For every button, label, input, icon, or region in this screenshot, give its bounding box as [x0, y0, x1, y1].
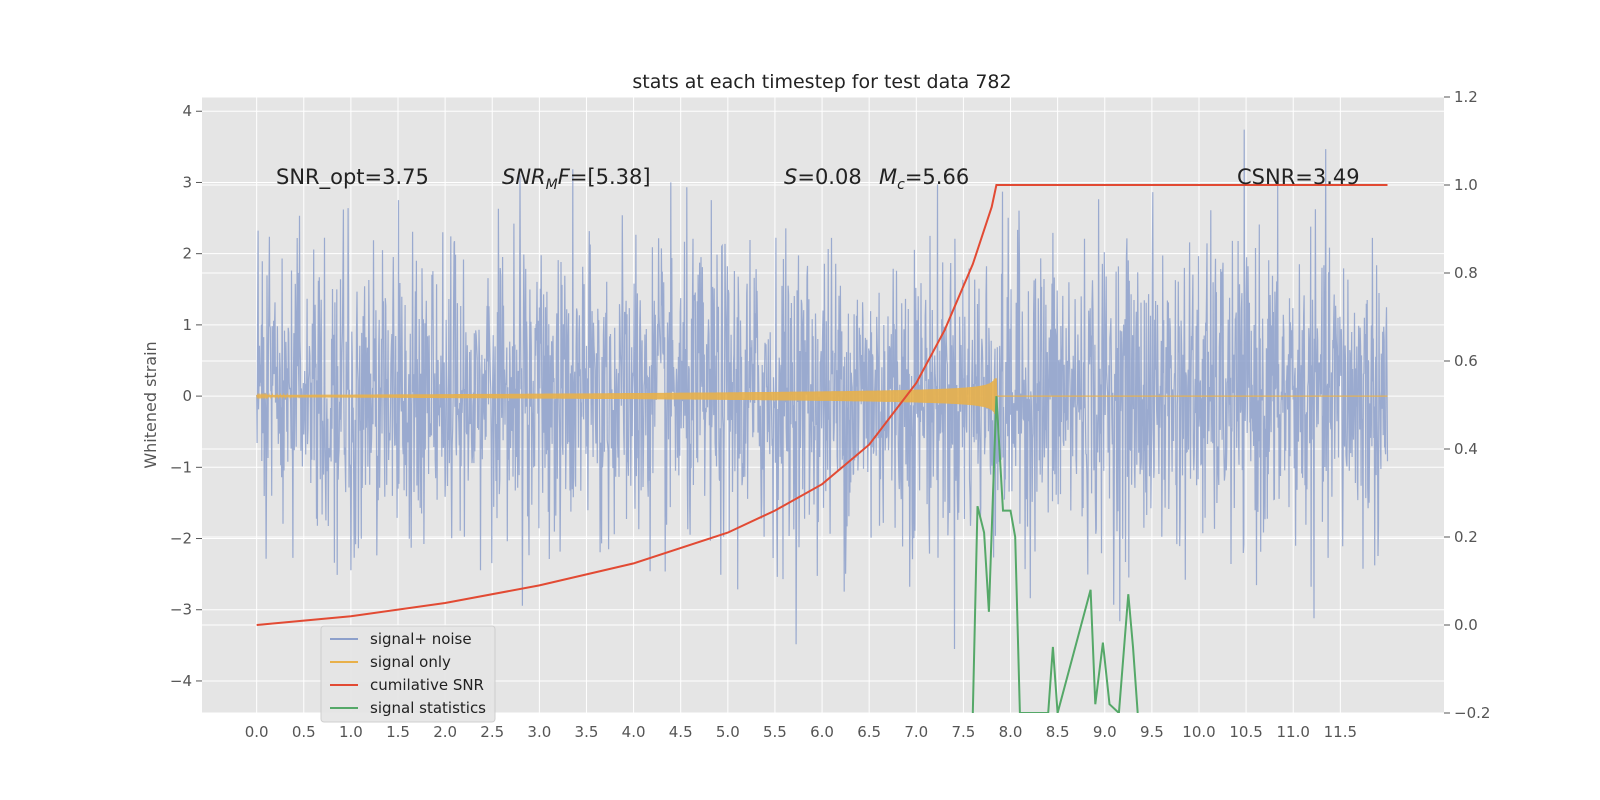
x-tick-label: 1.5	[386, 723, 410, 741]
x-axis: 0.0 0.5 1.0 1.5 2.0 2.5 3.0 3.5 4.0 4.5 5.0 5.5 6.0 6…	[245, 723, 1357, 741]
y-tick-label: 3	[182, 173, 192, 191]
series-signal-statistics	[971, 396, 1139, 713]
x-tick-label: 9.5	[1140, 723, 1164, 741]
y-tick-label: −1	[170, 458, 192, 476]
annotation-mc: Mc=5.66	[879, 165, 969, 193]
x-tick-label: 10.0	[1182, 723, 1215, 741]
x-tick-label: 5.0	[716, 723, 740, 741]
chart-title: stats at each timestep for test data 782	[632, 71, 1011, 93]
x-tick-label: 7.5	[951, 723, 975, 741]
annotation-snr-opt: SNR_opt=3.75	[276, 165, 429, 190]
annotation-s: S=0.08	[784, 165, 862, 189]
series-signal-only	[256, 378, 1388, 414]
y2-tick-label: 1.2	[1454, 88, 1478, 106]
x-tick-label: 4.5	[669, 723, 693, 741]
y-tick-label: −2	[170, 530, 192, 548]
y-tick-label: 0	[182, 387, 192, 405]
legend: signal+ noise signal only cumilative SNR…	[320, 625, 496, 723]
annotations: SNR_opt=3.75 SNRMF=[5.38] S=0.08 Mc=5.66…	[276, 165, 1360, 193]
x-tick-label: 4.0	[622, 723, 646, 741]
x-tick-label: 11.0	[1277, 723, 1310, 741]
y2-tick-label: −0.2	[1454, 704, 1490, 722]
y-axis-left: 4 3 2 1 0 −1 −2 −3 −4	[170, 102, 202, 690]
x-tick-label: 6.0	[810, 723, 834, 741]
legend-label-cumilative-snr: cumilative SNR	[370, 676, 484, 694]
x-tick-label: 7.0	[904, 723, 928, 741]
x-tick-label: 8.0	[999, 723, 1023, 741]
y2-tick-label: 1.0	[1454, 176, 1478, 194]
annotation-snr-mf: SNRMF=[5.38]	[502, 165, 651, 193]
x-tick-label: 1.0	[339, 723, 363, 741]
series-cumilative-snr	[256, 184, 1388, 626]
series-signal-noise	[256, 129, 1389, 650]
y-tick-label: −3	[170, 601, 192, 619]
y2-tick-label: 0.6	[1454, 352, 1478, 370]
x-tick-label: 0.5	[292, 723, 316, 741]
x-tick-label: 11.5	[1324, 723, 1357, 741]
x-tick-label: 8.5	[1046, 723, 1070, 741]
x-tick-label: 3.5	[575, 723, 599, 741]
y-tick-label: 4	[182, 102, 192, 120]
x-tick-label: 3.0	[527, 723, 551, 741]
x-tick-label: 9.0	[1093, 723, 1117, 741]
x-tick-label: 2.0	[433, 723, 457, 741]
series-layer	[256, 129, 1389, 713]
x-tick-label: 6.5	[857, 723, 881, 741]
y2-tick-label: 0.4	[1454, 440, 1478, 458]
y2-tick-label: 0.0	[1454, 616, 1478, 634]
y2-tick-label: 0.8	[1454, 264, 1478, 282]
x-tick-label: 5.5	[763, 723, 787, 741]
y-tick-label: 2	[182, 245, 192, 263]
y-tick-label: 1	[182, 316, 192, 334]
annotation-csnr: CSNR=3.49	[1237, 165, 1360, 189]
y-axis-title: Whitened strain	[141, 341, 160, 468]
legend-box	[320, 625, 496, 723]
x-tick-label: 2.5	[480, 723, 504, 741]
x-tick-label: 0.0	[245, 723, 269, 741]
legend-label-signal-noise: signal+ noise	[370, 630, 472, 648]
legend-label-signal-only: signal only	[370, 653, 451, 671]
y2-tick-label: 0.2	[1454, 528, 1478, 546]
y-tick-label: −4	[170, 672, 192, 690]
y-axis-right: 1.2 1.0 0.8 0.6 0.4 0.2 0.0 −0.2	[1444, 88, 1490, 722]
x-tick-label: 10.5	[1229, 723, 1262, 741]
legend-label-signal-statistics: signal statistics	[370, 699, 486, 717]
